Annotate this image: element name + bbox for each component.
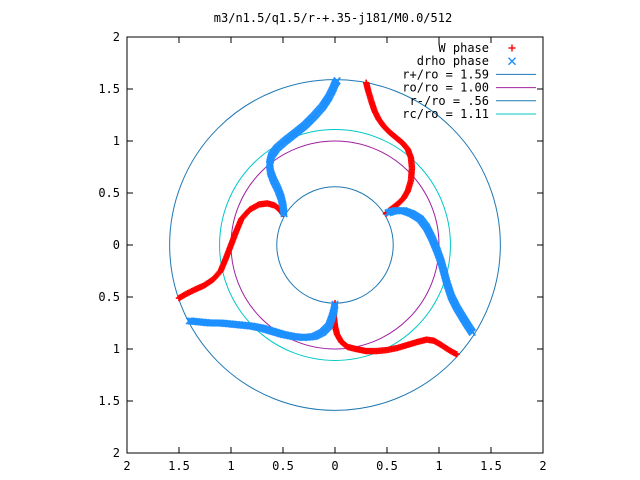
x-tick-label: 0.5 (376, 459, 398, 473)
phase-points (175, 76, 477, 358)
y-tick-label: 2 (113, 446, 120, 460)
x-tick-label: 1 (227, 459, 234, 473)
y-tick-label: 0.5 (98, 186, 120, 200)
x-tick-label: 1.5 (168, 459, 190, 473)
x-tick-label: 0 (331, 459, 338, 473)
x-tick-label: 1 (435, 459, 442, 473)
x-tick-label: 2 (539, 459, 546, 473)
y-tick-label: 0 (113, 238, 120, 252)
y-tick-label: 0.5 (98, 290, 120, 304)
w-phase-point (453, 351, 460, 358)
drho-phase-point (331, 300, 339, 309)
reference-circle (276, 186, 394, 304)
drho-phase-point (330, 302, 339, 310)
legend-marker-sample (508, 57, 516, 66)
w-phase-point (175, 294, 183, 302)
legend-label: rc/ro = 1.11 (402, 107, 489, 121)
y-tick-label: 1 (113, 134, 120, 148)
reference-circles (169, 79, 501, 411)
y-tick-label: 2 (113, 30, 120, 44)
legend-label: ro/ro = 1.00 (402, 81, 489, 95)
y-tick-label: 1.5 (98, 82, 120, 96)
y-tick-label: 1.5 (98, 394, 120, 408)
legend-marker-sample (508, 44, 516, 52)
drho-phase-point (468, 328, 477, 337)
axis-ticks: 2 1.5 1 0.5 0 0.5 1 1.5 221.510.500.511.52 (98, 30, 546, 473)
reference-circle (219, 129, 451, 361)
chart-title: m3/n1.5/q1.5/r-+.35-j181/M0.0/512 (214, 11, 452, 25)
legend-label: r+/ro = 1.59 (402, 67, 489, 81)
legend-label: drho phase (417, 54, 489, 68)
x-tick-label: 0.5 (272, 459, 294, 473)
drho-phase-point (333, 76, 341, 85)
y-tick-label: 1 (113, 342, 120, 356)
legend-label: W phase (438, 41, 489, 55)
x-tick-label: 1.5 (480, 459, 502, 473)
x-tick-label: 2 (123, 459, 130, 473)
legend-label: r-/ro = .56 (410, 94, 489, 108)
